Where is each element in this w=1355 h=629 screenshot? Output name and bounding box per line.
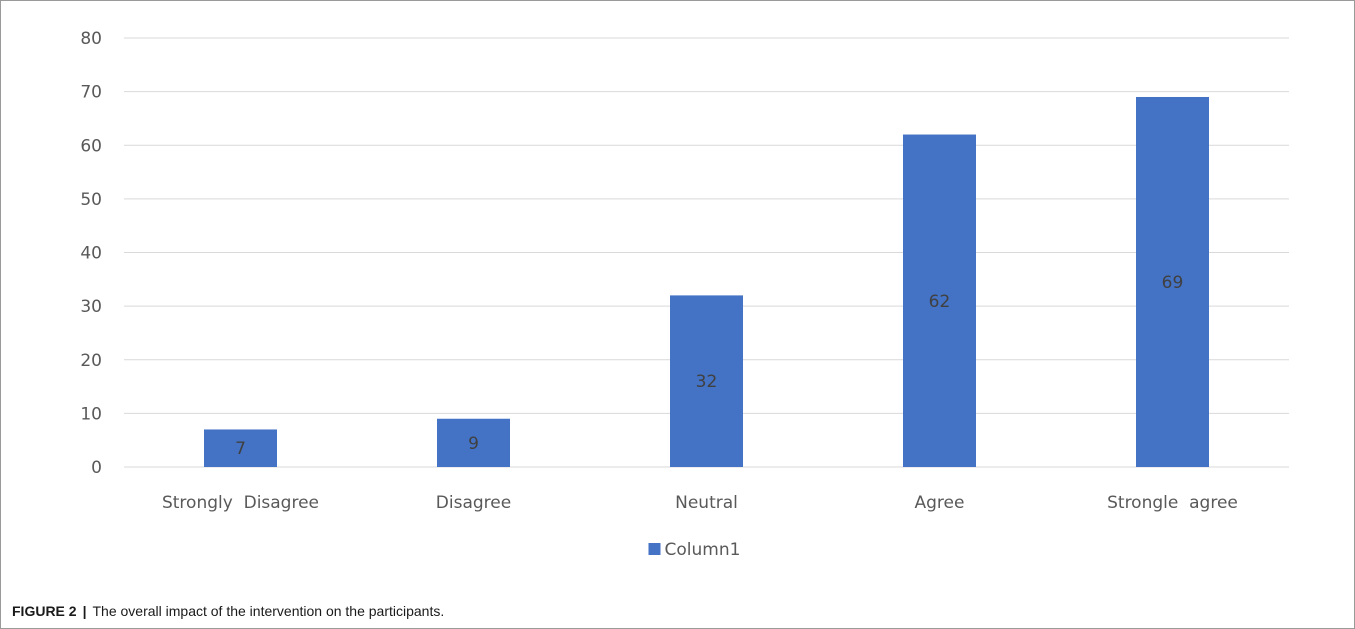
x-axis-categories: Strongly Disagree Disagree Neutral Agree Str… xyxy=(162,493,1238,513)
figure-caption: FIGURE 2 | The overall impact of the inter… xyxy=(12,603,444,619)
y-tick-label: 20 xyxy=(80,351,102,371)
bar xyxy=(903,134,976,467)
x-category-label: Strongly Disagree xyxy=(162,493,319,513)
y-axis-ticks: 0 10 20 30 40 50 60 70 80 xyxy=(80,29,102,478)
y-tick-label: 80 xyxy=(80,29,102,49)
data-labels: 7 9 32 62 69 xyxy=(235,273,1183,459)
caption-figure-label: FIGURE 2 xyxy=(12,603,77,619)
y-tick-label: 30 xyxy=(80,297,102,317)
y-tick-label: 40 xyxy=(80,244,102,264)
x-category-label: Agree xyxy=(915,493,965,513)
bar xyxy=(1136,96,1209,468)
data-label: 7 xyxy=(235,439,246,459)
x-category-label: Disagree xyxy=(436,493,511,513)
y-tick-label: 0 xyxy=(91,458,102,478)
bar xyxy=(437,418,510,467)
bar-chart: 0 10 20 30 40 50 60 70 80 7 9 32 62 69 Strongly Disa… xyxy=(80,29,1289,560)
data-label: 69 xyxy=(1162,273,1184,293)
data-label: 9 xyxy=(468,434,479,454)
y-tick-label: 60 xyxy=(80,136,102,156)
bars xyxy=(204,96,1209,468)
caption-separator: | xyxy=(82,603,87,619)
x-category-label: Neutral xyxy=(675,493,738,513)
bar xyxy=(670,295,743,467)
bar xyxy=(204,429,277,467)
data-label: 32 xyxy=(696,372,718,392)
legend-label: Column1 xyxy=(665,540,741,560)
legend: Column1 xyxy=(648,540,741,560)
data-label: 62 xyxy=(929,292,951,312)
y-tick-label: 10 xyxy=(80,404,102,424)
gridlines xyxy=(124,37,1289,468)
legend-swatch xyxy=(648,543,661,555)
x-category-label: Strongle agree xyxy=(1107,493,1238,513)
y-tick-label: 50 xyxy=(80,190,102,210)
y-tick-label: 70 xyxy=(80,83,102,103)
caption-text: The overall impact of the intervention o… xyxy=(92,603,445,619)
